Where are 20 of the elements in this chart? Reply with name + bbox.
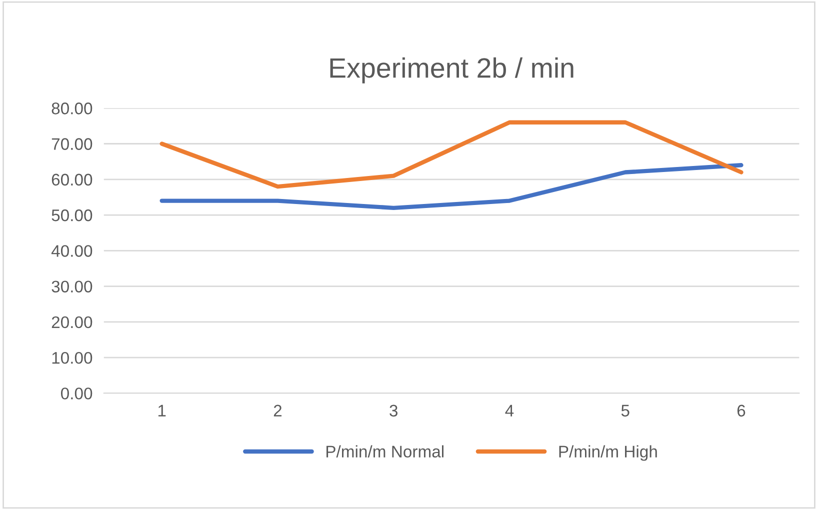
line-series: [160, 163, 744, 210]
y-tick-label: 20.00: [52, 316, 92, 328]
x-tick-label: 3: [390, 404, 398, 417]
y-tick-label: 0.00: [60, 388, 92, 400]
legend-label: P/min/m Normal: [326, 445, 444, 458]
y-tick-label: 50.00: [52, 209, 92, 222]
y-tick-label: 10.00: [52, 352, 92, 364]
chart-title: Experiment 2b / min: [330, 57, 574, 84]
legend-label: P/min/m High: [559, 445, 657, 461]
line-series: [160, 120, 744, 189]
y-tick-label: 40.00: [51, 245, 92, 257]
x-tick-label: 6: [737, 404, 746, 417]
x-tick-label: 4: [505, 404, 514, 416]
x-tick-label: 5: [621, 404, 630, 417]
y-tick-label: 30.00: [52, 280, 92, 293]
y-tick-label: 60.00: [52, 174, 92, 186]
x-tick-label: 2: [274, 404, 282, 416]
x-tick-label: 1: [158, 404, 166, 416]
y-tick-label: 70.00: [52, 138, 92, 150]
y-tick-label: 80.00: [52, 102, 92, 114]
